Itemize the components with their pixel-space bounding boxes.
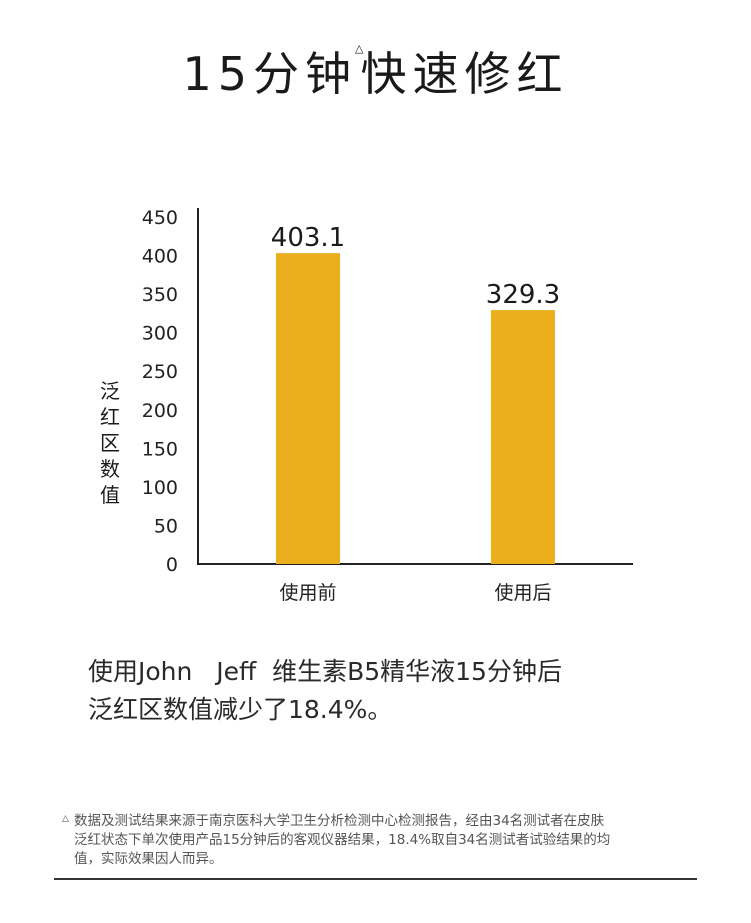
result-description: 使用John Jeff 维生素B5精华液15分钟后 泛红区数值减少了18.4%。	[88, 653, 728, 729]
y-axis-label-char-0: 泛	[100, 379, 120, 403]
y-axis-label-char-1: 红	[100, 405, 120, 429]
footnote-line-3: 值，实际效果因人而异。	[74, 851, 223, 867]
y-tick-label: 450	[142, 207, 178, 229]
bar	[276, 253, 340, 565]
description-line-1: 使用John Jeff 维生素B5精华液15分钟后	[88, 657, 562, 686]
y-tick-label: 300	[142, 323, 178, 345]
footnote-mark: △	[62, 814, 69, 824]
y-tick-label: 250	[142, 361, 178, 383]
data-label: 403.1	[271, 223, 345, 253]
y-tick-label: 200	[142, 400, 178, 422]
y-axis-label: 泛红区数值	[97, 378, 123, 508]
y-axis-label-char-2: 区	[100, 431, 120, 455]
title-footnote-mark: △	[355, 42, 364, 55]
y-tick-label: 350	[142, 284, 178, 306]
description-line-2: 泛红区数值减少了18.4%。	[88, 695, 393, 724]
data-label: 329.3	[486, 280, 560, 310]
bar	[491, 310, 555, 564]
bar-chart: 0 50 100 150 200 250 300 350 400 450 403.1 使用前 329.3…	[142, 207, 633, 604]
y-tick-label: 100	[142, 477, 178, 499]
footnote-line-1: 数据及测试结果来源于南京医科大学卫生分析检测中心检测报告，经由34名测试者在皮肤	[74, 813, 605, 829]
y-tick-label: 150	[142, 438, 178, 460]
y-axis-label-char-4: 值	[100, 483, 120, 507]
page-title: 15分钟△快速修红	[0, 38, 751, 104]
title-main: 15分钟	[182, 47, 358, 101]
bottom-divider	[54, 878, 697, 880]
y-tick-label: 400	[142, 246, 178, 268]
x-tick-label: 使用前	[279, 582, 336, 604]
x-tick-label: 使用后	[494, 582, 551, 604]
title-rest: 快速修红	[360, 47, 569, 101]
y-axis-label-char-3: 数	[100, 457, 120, 481]
footnote-line-2: 泛红状态下单次使用产品15分钟后的客观仪器结果，18.4%取自34名测试者试验结…	[74, 832, 611, 848]
footnote: △ 数据及测试结果来源于南京医科大学卫生分析检测中心检测报告，经由34名测试者在…	[62, 812, 702, 869]
y-tick-label: 50	[154, 515, 178, 537]
y-tick-label: 0	[166, 554, 178, 576]
